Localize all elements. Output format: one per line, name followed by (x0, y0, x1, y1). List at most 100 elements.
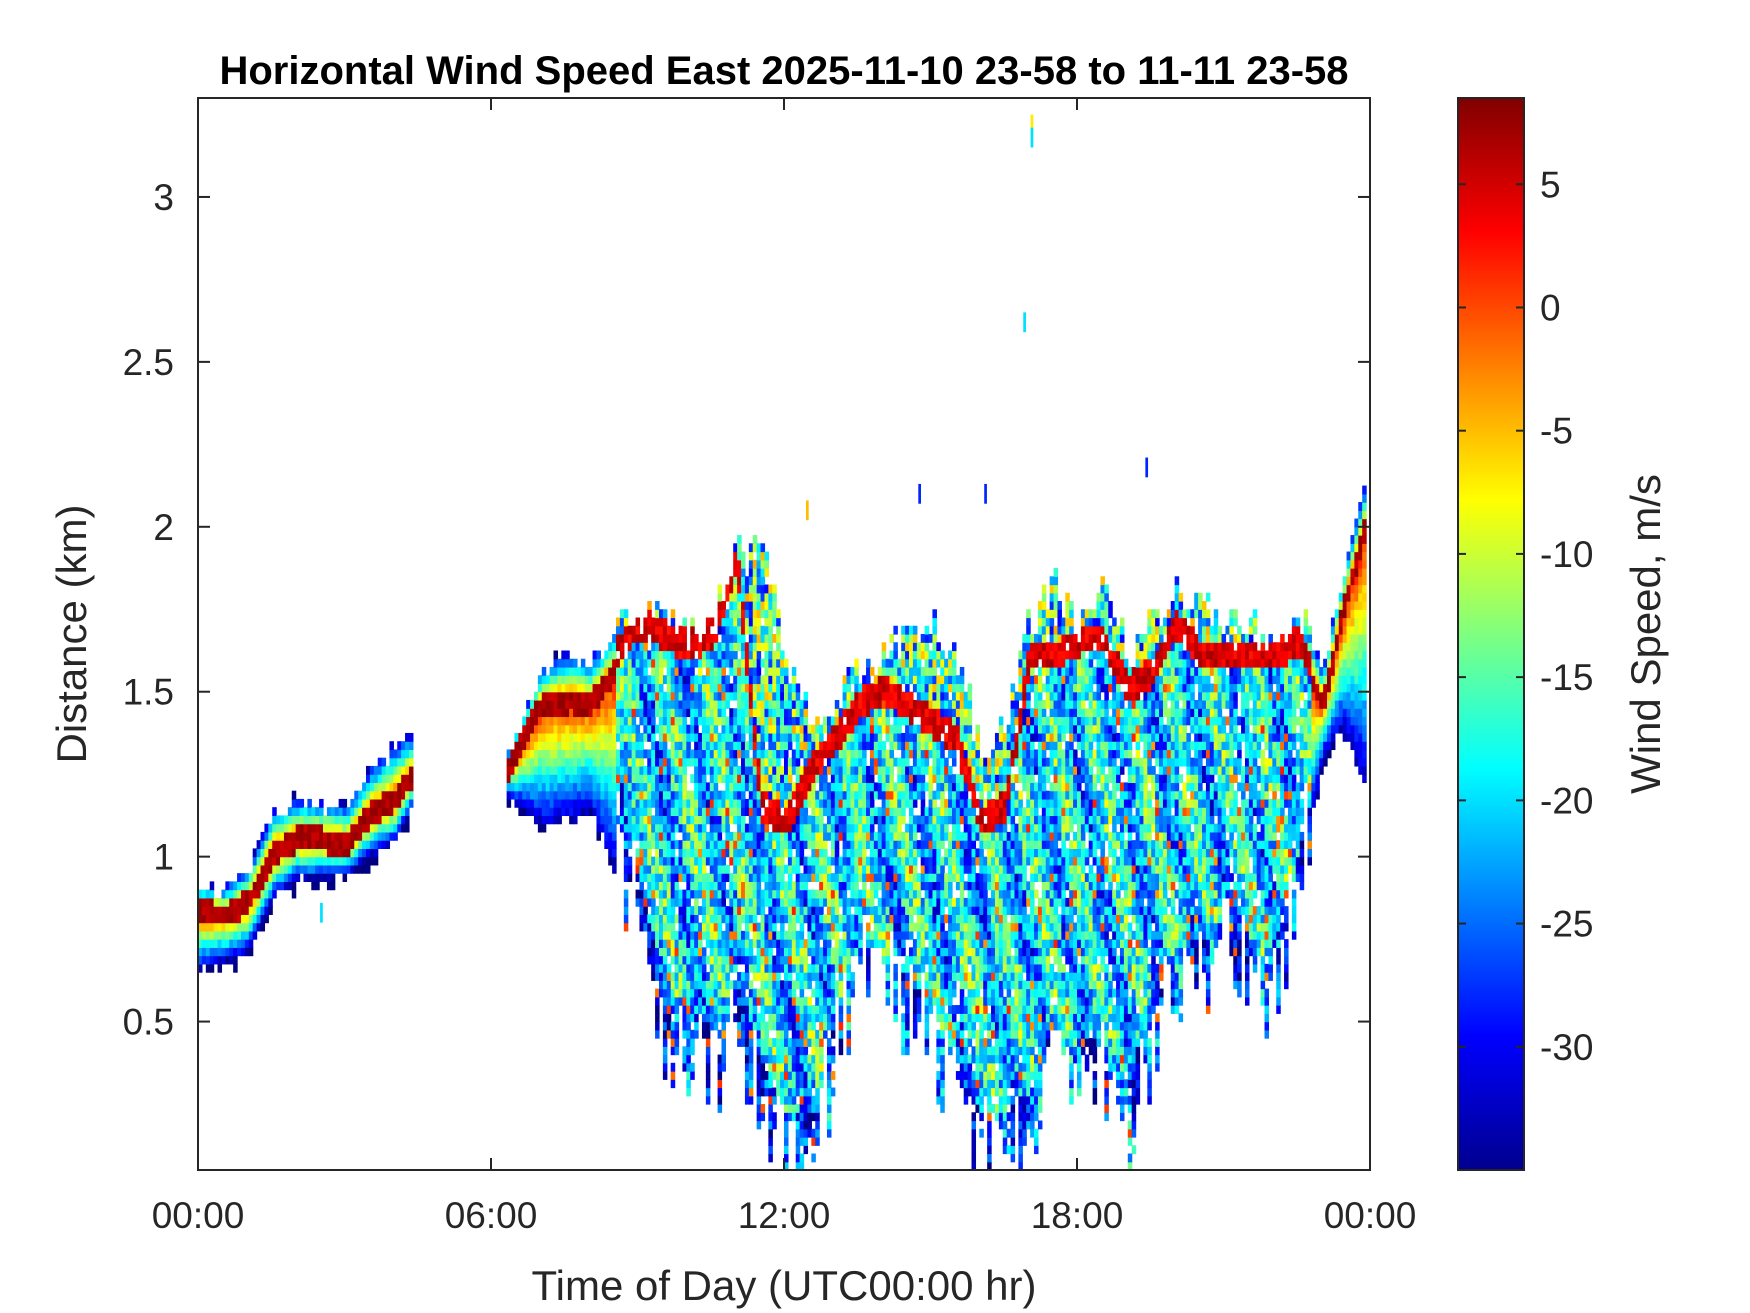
heatmap-cell (725, 691, 730, 701)
heatmap-cell (811, 749, 816, 759)
heatmap-cell (752, 914, 758, 924)
heatmap-cell (549, 757, 555, 767)
heatmap-cell (784, 1145, 789, 1155)
heatmap-cell (373, 790, 379, 800)
heatmap-cell (408, 741, 414, 751)
heatmap-cell (698, 683, 703, 693)
heatmap-cell (643, 840, 648, 849)
heatmap-cell (612, 691, 617, 701)
heatmap-cell (768, 1095, 773, 1105)
heatmap-cell (690, 914, 695, 924)
heatmap-cell (815, 864, 820, 874)
heatmap-cell (850, 939, 855, 948)
heatmap-cell (889, 757, 894, 767)
heatmap-cell (623, 864, 629, 874)
heatmap-cell (760, 741, 766, 751)
heatmap-cell (631, 749, 637, 759)
heatmap-cell (631, 634, 637, 643)
heatmap-cell (229, 906, 234, 915)
heatmap-cell (901, 716, 906, 726)
heatmap-cell (596, 782, 601, 792)
heatmap-cell (799, 897, 805, 907)
heatmap-cell (823, 864, 828, 874)
heatmap-cell (811, 1005, 816, 1014)
heatmap-cell (756, 543, 762, 553)
heatmap-cell (881, 881, 887, 891)
heatmap-cell (627, 856, 633, 866)
heatmap-cell (787, 996, 793, 1006)
heatmap-cell (705, 675, 711, 685)
heatmap-cell (608, 757, 613, 767)
heatmap-cell (901, 897, 906, 907)
heatmap-cell (690, 1062, 695, 1072)
heatmap-cell (717, 972, 723, 981)
heatmap-cell (619, 815, 625, 825)
heatmap-cell (627, 840, 633, 849)
heatmap-cell (780, 1079, 785, 1089)
heatmap-cell (826, 980, 832, 990)
heatmap-cell (678, 963, 684, 973)
heatmap-cell (826, 939, 832, 948)
heatmap-cell (643, 699, 648, 709)
heatmap-cell (803, 1021, 809, 1031)
heatmap-cell (823, 939, 828, 948)
heatmap-cell (619, 807, 625, 817)
heatmap-cell (733, 963, 738, 973)
heatmap-cell (698, 1005, 703, 1014)
heatmap-cell (748, 716, 754, 726)
heatmap-cell (744, 914, 750, 924)
heatmap-cell (756, 1120, 762, 1130)
heatmap-cell (764, 939, 769, 948)
heatmap-cell (764, 716, 769, 726)
heatmap-cell (604, 658, 609, 668)
heatmap-cell (752, 535, 758, 544)
heatmap-cell (909, 749, 914, 759)
heatmap-cell (721, 881, 726, 891)
heatmap-cell (764, 724, 769, 734)
heatmap-cell (338, 815, 344, 825)
heatmap-cell (885, 708, 891, 718)
heatmap-cell (619, 666, 625, 676)
heatmap-cell (893, 988, 898, 998)
heatmap-cell (748, 1046, 754, 1056)
heatmap-cell (756, 864, 762, 874)
heatmap-cell (834, 947, 840, 957)
heatmap-cell (240, 897, 246, 907)
heatmap-cell (623, 732, 629, 742)
heatmap-cell (709, 790, 715, 800)
heatmap-cell (944, 848, 949, 858)
heatmap-cell (705, 1095, 711, 1105)
heatmap-cell (787, 1062, 793, 1072)
heatmap-cell (655, 1005, 660, 1014)
heatmap-cell (889, 881, 894, 891)
heatmap-cell (541, 708, 547, 718)
heatmap-cell (655, 930, 660, 940)
heatmap-cell (780, 831, 785, 841)
heatmap-cell (897, 790, 902, 800)
heatmap-cell (678, 848, 684, 858)
heatmap-cell (936, 980, 941, 990)
heatmap-cell (889, 691, 894, 701)
heatmap-cell (315, 873, 320, 882)
heatmap-cell (807, 972, 812, 981)
heatmap-cell (928, 922, 934, 932)
heatmap-cell (862, 831, 867, 841)
heatmap-cell (784, 1120, 789, 1130)
heatmap-cell (924, 724, 930, 734)
heatmap-cell (795, 1079, 801, 1089)
heatmap-cell (768, 658, 773, 668)
heatmap-cell (647, 798, 652, 808)
heatmap-cell (721, 724, 726, 734)
heatmap-cell (694, 1013, 699, 1023)
heatmap-cell (690, 724, 695, 734)
heatmap-cell (721, 732, 726, 742)
heatmap-cell (932, 658, 937, 668)
heatmap-cell (198, 889, 203, 899)
heatmap-cell (905, 856, 910, 866)
heatmap-cell (713, 732, 719, 742)
heatmap-cell (639, 823, 644, 833)
heatmap-cell (350, 856, 355, 866)
heatmap-cell (811, 972, 816, 981)
heatmap-cell (303, 831, 308, 841)
heatmap-cell (733, 601, 738, 610)
